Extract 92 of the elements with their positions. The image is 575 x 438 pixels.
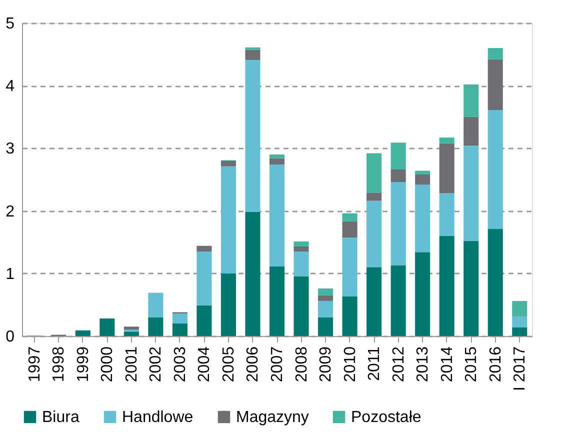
bar bbox=[512, 316, 528, 328]
bar bbox=[464, 116, 479, 146]
x-tick-label: 2016 bbox=[487, 346, 504, 382]
bar bbox=[269, 158, 285, 164]
bar bbox=[294, 241, 309, 246]
bar bbox=[196, 305, 212, 336]
legend-label: Handlowe bbox=[122, 409, 194, 426]
bar bbox=[342, 221, 358, 238]
x-tick-label: 2015 bbox=[463, 346, 480, 382]
bar bbox=[390, 142, 406, 170]
bar bbox=[220, 273, 236, 336]
y-tick-label: 0 bbox=[6, 328, 15, 346]
y-tick-label: 3 bbox=[6, 140, 15, 158]
legend-label: Magazyny bbox=[236, 409, 309, 426]
x-tick-label: 2008 bbox=[293, 346, 310, 382]
legend-label: Pozostałe bbox=[351, 409, 422, 426]
bar bbox=[318, 288, 334, 296]
bar bbox=[366, 192, 382, 201]
bar bbox=[390, 182, 406, 266]
bar bbox=[245, 47, 260, 50]
bar bbox=[512, 300, 528, 317]
bar bbox=[172, 323, 188, 336]
bar bbox=[269, 266, 285, 336]
x-tick-label: 2002 bbox=[148, 346, 165, 382]
bar bbox=[415, 170, 430, 174]
bar bbox=[220, 160, 236, 166]
x-tick-label: 2000 bbox=[99, 346, 116, 382]
bar bbox=[148, 292, 164, 318]
bar bbox=[415, 174, 430, 185]
bar bbox=[124, 326, 139, 330]
x-tick-label: 1997 bbox=[26, 346, 44, 382]
bar bbox=[172, 313, 188, 324]
bar bbox=[318, 295, 334, 301]
bar bbox=[488, 110, 503, 229]
bar bbox=[245, 60, 260, 212]
x-tick-label: 2012 bbox=[390, 346, 408, 382]
y-tick-label: 5 bbox=[6, 16, 15, 32]
x-tick-label: 2006 bbox=[244, 346, 262, 382]
y-tick-label: 1 bbox=[6, 266, 15, 283]
bar bbox=[294, 276, 309, 336]
bar bbox=[342, 296, 358, 336]
bar bbox=[439, 236, 454, 336]
x-tick-label: 2005 bbox=[220, 346, 238, 382]
x-tick-label: 2010 bbox=[342, 346, 359, 382]
bar bbox=[415, 252, 430, 336]
x-tick-label: 1999 bbox=[74, 346, 92, 382]
bar bbox=[464, 240, 479, 336]
x-tick-label: 2013 bbox=[414, 346, 432, 382]
bar bbox=[439, 193, 454, 236]
bar bbox=[439, 143, 454, 194]
bar bbox=[318, 300, 334, 318]
bar bbox=[390, 265, 406, 336]
bar bbox=[512, 327, 528, 336]
bar bbox=[245, 50, 260, 60]
x-tick-label: 2009 bbox=[318, 346, 335, 382]
legend-label: Biura bbox=[42, 409, 80, 426]
bar bbox=[415, 184, 430, 252]
bar bbox=[269, 164, 285, 267]
bar bbox=[439, 138, 454, 144]
bar bbox=[464, 146, 479, 241]
x-tick-label: 1998 bbox=[50, 346, 68, 382]
bar bbox=[148, 317, 164, 336]
x-tick-label: 2011 bbox=[366, 346, 384, 381]
bar bbox=[269, 154, 285, 158]
bar bbox=[294, 251, 309, 277]
bar bbox=[75, 330, 90, 336]
y-tick-label: 2 bbox=[6, 203, 15, 220]
bar bbox=[366, 200, 382, 268]
bar bbox=[124, 332, 139, 336]
x-tick-label: 2007 bbox=[269, 346, 286, 382]
bar bbox=[245, 212, 260, 336]
bar bbox=[100, 318, 115, 336]
x-tick-label: 2014 bbox=[438, 346, 456, 382]
bar bbox=[294, 246, 309, 252]
bar bbox=[342, 213, 358, 222]
bar bbox=[366, 267, 382, 336]
x-tick-label: 2003 bbox=[172, 346, 189, 382]
bar bbox=[196, 246, 212, 252]
bar bbox=[488, 59, 503, 110]
x-tick-label: I 2017 bbox=[512, 346, 529, 391]
bar bbox=[342, 238, 358, 297]
y-tick-label: 4 bbox=[6, 78, 15, 96]
bar bbox=[488, 48, 503, 60]
bar bbox=[220, 166, 236, 274]
bar bbox=[390, 169, 406, 182]
x-tick-label: 2001 bbox=[123, 346, 140, 382]
bar bbox=[488, 228, 503, 336]
x-tick-label: 2004 bbox=[196, 346, 214, 382]
bar bbox=[366, 153, 382, 193]
bar bbox=[196, 251, 212, 306]
bar bbox=[464, 84, 479, 117]
bar bbox=[318, 317, 334, 336]
